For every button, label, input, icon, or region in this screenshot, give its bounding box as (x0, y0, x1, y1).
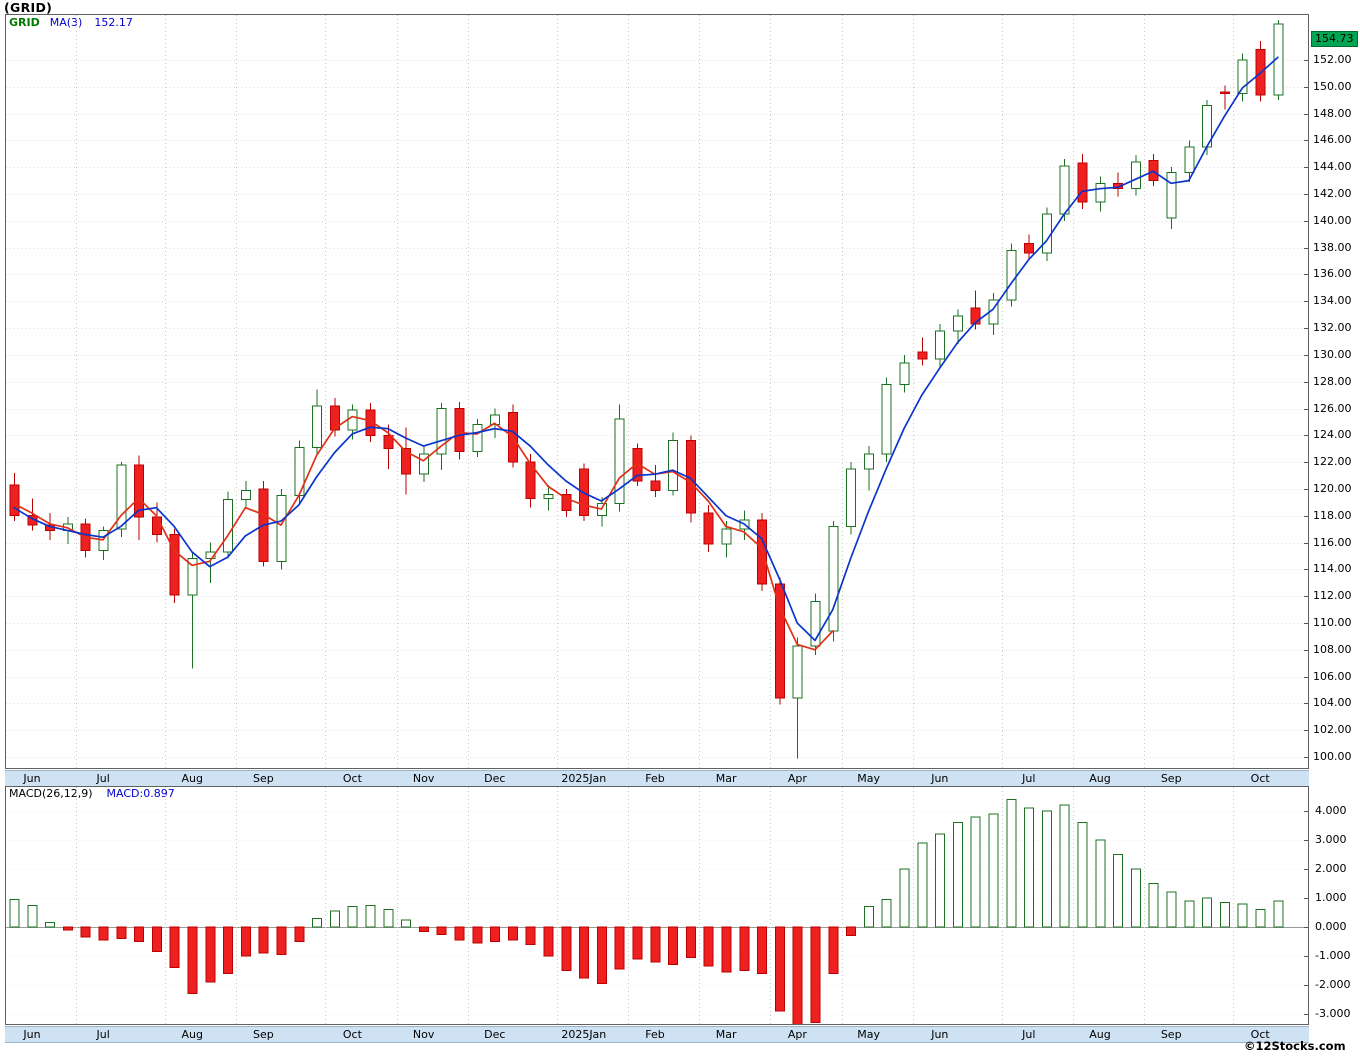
macd-axis-label: -2.000 (1315, 978, 1351, 991)
month-label: 2025Jan (561, 1028, 607, 1041)
month-label: Jul (1022, 772, 1036, 785)
price-axis-label: 110.00 (1313, 615, 1352, 629)
macd-histogram-chart (5, 786, 1309, 1025)
month-axis-top: Jun Jul Aug Sep Oct Nov Dec 2025Jan Feb Mar Apr May… (5, 770, 1309, 787)
month-label: Nov (412, 1028, 435, 1041)
macd-axis-label: 3.000 (1315, 833, 1347, 846)
month-label: 2025Jan (561, 772, 607, 785)
ma-value: 152.17 (94, 16, 133, 29)
month-label: Feb (645, 1028, 665, 1041)
price-axis-label: 108.00 (1313, 642, 1352, 656)
price-axis-label: 116.00 (1313, 535, 1352, 549)
macd-chart-panel (5, 786, 1309, 1025)
month-label: Jun (931, 1028, 949, 1041)
price-axis-label: 142.00 (1313, 187, 1352, 201)
month-label: Jul (96, 772, 110, 785)
price-axis-label: 104.00 (1313, 696, 1352, 710)
candlestick-chart (5, 14, 1309, 769)
month-label: Jun (23, 1028, 41, 1041)
month-label: Sep (1160, 1028, 1182, 1041)
price-axis-label: 138.00 (1313, 240, 1352, 254)
month-label: Feb (645, 772, 665, 785)
month-label: Aug (181, 772, 203, 785)
month-label: Dec (484, 1028, 506, 1041)
month-label: Sep (253, 772, 274, 785)
ticker-symbol: GRID (9, 16, 40, 29)
macd-legend: MACD(26,12,9) MACD:0.897 (9, 787, 175, 800)
macd-axis-label: -3.000 (1315, 1007, 1351, 1020)
month-label: May (857, 772, 880, 785)
price-axis-label: 118.00 (1313, 508, 1352, 522)
page-title: (GRID) (4, 0, 53, 15)
month-label: Sep (253, 1028, 274, 1041)
month-label: Oct (1250, 772, 1270, 785)
month-label: Dec (484, 772, 506, 785)
macd-axis-label: 4.000 (1315, 804, 1347, 817)
month-label: Nov (412, 772, 435, 785)
price-axis-label: 148.00 (1313, 106, 1352, 120)
price-axis-label: 106.00 (1313, 669, 1352, 683)
watermark: ©12Stocks.com (1244, 1039, 1346, 1053)
main-chart-legend: GRID MA(3) 152.17 (9, 16, 133, 29)
price-axis-label: 120.00 (1313, 481, 1352, 495)
price-axis-label: 140.00 (1313, 213, 1352, 227)
macd-axis-label: 0.000 (1315, 920, 1347, 933)
price-axis-label: 112.00 (1313, 589, 1352, 603)
price-axis-label: 100.00 (1313, 750, 1352, 763)
price-axis-label: 102.00 (1313, 723, 1352, 737)
price-axis-label: 114.00 (1313, 562, 1352, 576)
price-axis-label: 146.00 (1313, 133, 1352, 147)
price-axis-label: 128.00 (1313, 374, 1352, 388)
macd-axis-label: 2.000 (1315, 862, 1347, 875)
price-axis-label: 152.00 (1313, 53, 1352, 66)
month-label: Oct (342, 1028, 362, 1041)
price-axis-label: 126.00 (1313, 401, 1352, 415)
month-label: Oct (342, 772, 362, 785)
last-price-badge: 154.73 (1311, 31, 1358, 47)
month-label: Jun (23, 772, 41, 785)
price-axis-label: 144.00 (1313, 160, 1352, 174)
price-chart-panel (5, 14, 1309, 769)
price-axis-label: 130.00 (1313, 347, 1352, 361)
month-label: Aug (1089, 772, 1111, 785)
month-label: Apr (787, 1028, 807, 1041)
month-label: Mar (715, 1028, 737, 1041)
price-axis-label: 124.00 (1313, 428, 1352, 442)
price-axis-label: 132.00 (1313, 321, 1352, 335)
price-axis-label: 134.00 (1313, 294, 1352, 308)
month-label: Oct (1250, 1028, 1270, 1041)
price-axis-label: 136.00 (1313, 267, 1352, 281)
month-label: Jul (96, 1028, 110, 1041)
month-label: Jul (1022, 1028, 1036, 1041)
month-label: Jun (931, 772, 949, 785)
price-axis-label: 150.00 (1313, 79, 1352, 93)
month-axis-bottom: Jun Jul Aug Sep Oct Nov Dec 2025Jan Feb Mar Apr May… (5, 1026, 1309, 1043)
month-label: Aug (1089, 1028, 1111, 1041)
macd-axis-label: 1.000 (1315, 891, 1347, 904)
month-label: Apr (787, 772, 807, 785)
ma-label: MA(3) (49, 16, 83, 29)
macd-params-label: MACD(26,12,9) (9, 787, 93, 800)
month-label: May (857, 1028, 880, 1041)
macd-value-label: MACD:0.897 (106, 787, 175, 800)
macd-axis-label: -1.000 (1315, 949, 1351, 962)
month-label: Sep (1160, 772, 1182, 785)
month-label: Aug (181, 1028, 203, 1041)
month-label: Mar (715, 772, 737, 785)
price-axis-label: 122.00 (1313, 455, 1352, 469)
